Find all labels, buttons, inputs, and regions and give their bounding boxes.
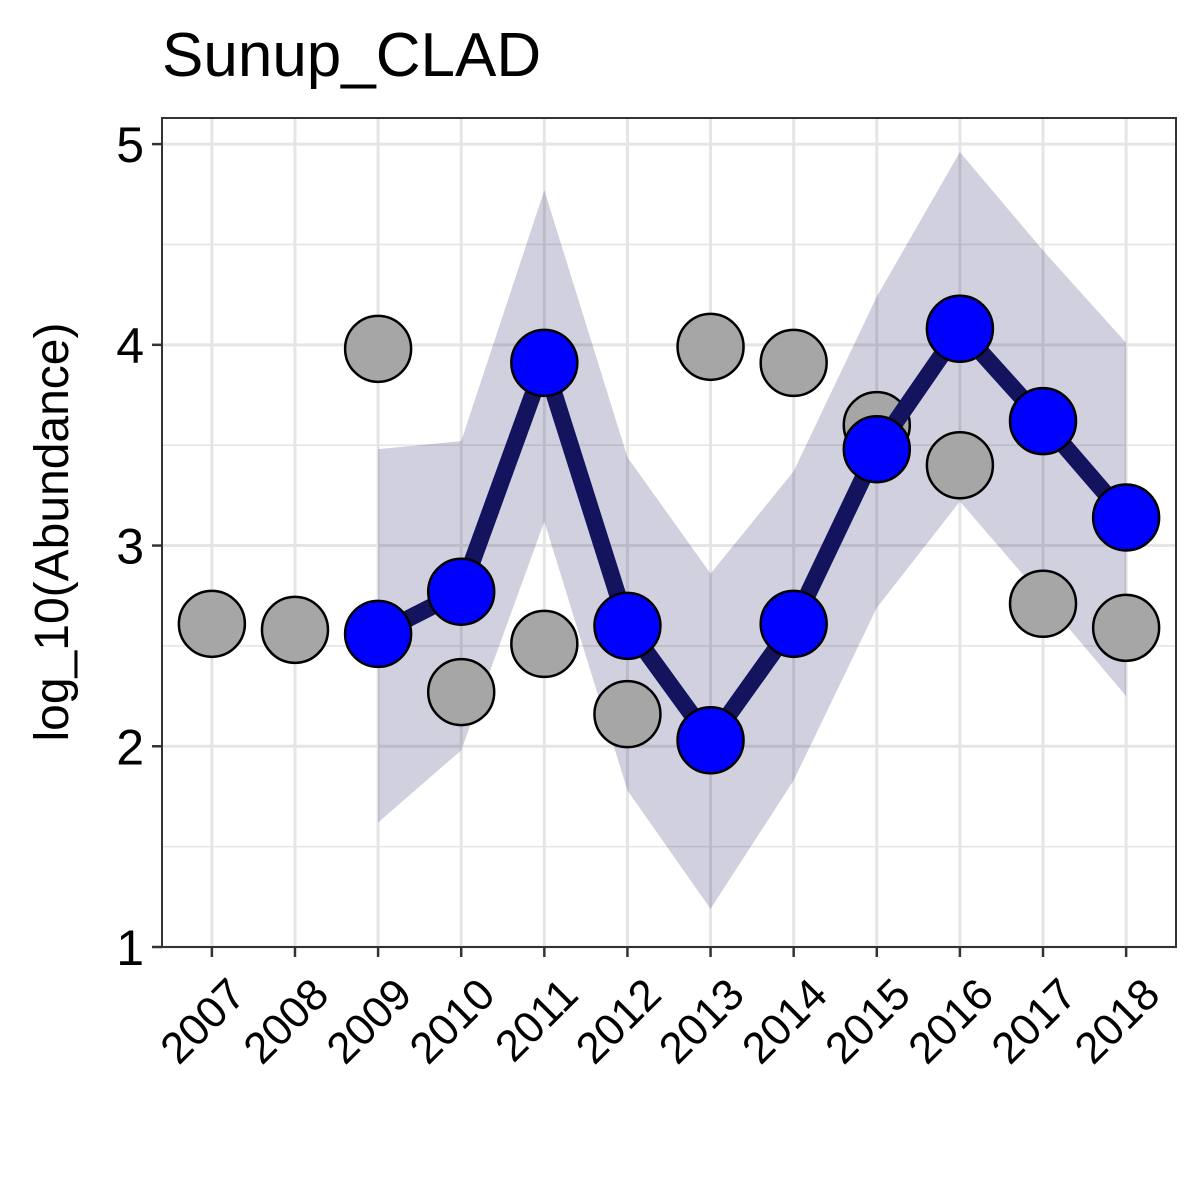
observed-point-2010: [426, 657, 496, 727]
fitted-points: [343, 294, 1161, 775]
observed-points: [177, 312, 1161, 749]
x-tick-label: 2017: [982, 969, 1086, 1073]
x-tick-label: 2009: [317, 969, 421, 1073]
observed-point-2018: [1091, 593, 1161, 663]
fitted-point-2014: [759, 589, 828, 659]
x-tick-label: 2010: [400, 969, 504, 1073]
observed-point-2016: [925, 431, 995, 500]
x-tick-label: 2015: [816, 969, 920, 1073]
x-tick-label: 2013: [650, 969, 754, 1073]
x-tick-label: 2007: [151, 969, 255, 1073]
fitted-point-2012: [593, 591, 662, 661]
chart-title: Sunup_CLAD: [162, 21, 541, 90]
y-tick-label: 3: [116, 519, 144, 575]
y-tick-label: 1: [116, 920, 144, 976]
x-tick-label: 2008: [234, 969, 338, 1073]
fitted-line: [374, 315, 1133, 755]
y-tick-label: 2: [116, 719, 144, 775]
fitted-point-2015: [842, 414, 912, 484]
observed-point-2013: [676, 312, 745, 382]
panel-border: [161, 117, 1177, 948]
x-tick-label: 2014: [733, 969, 837, 1073]
x-tick-label: 2012: [567, 969, 671, 1073]
observed-point-2009: [343, 314, 413, 384]
observed-point-2017: [1008, 569, 1078, 639]
x-tick-label: 2018: [1065, 969, 1169, 1073]
observed-point-2008: [260, 595, 330, 665]
x-tick-label: 2011: [486, 969, 588, 1071]
observed-point-2007: [177, 589, 247, 659]
y-axis-label: log_10(Abundance): [26, 323, 79, 742]
fitted-line-path: [374, 315, 1133, 755]
fitted-point-2013: [676, 706, 745, 775]
fitted-point-2011: [510, 328, 579, 398]
fitted-point-2018: [1091, 483, 1161, 552]
observed-point-2014: [759, 328, 828, 398]
gridlines: [162, 118, 1176, 949]
observed-point-2011: [510, 609, 579, 679]
fitted-point-2016: [925, 294, 995, 364]
observed-point-2012: [593, 679, 662, 749]
fitted-point-2010: [426, 557, 496, 626]
y-tick-label: 5: [116, 117, 144, 173]
fitted-point-2009: [343, 599, 413, 669]
fitted-point-2017: [1008, 386, 1078, 456]
y-tick-label: 4: [116, 318, 144, 374]
x-tick-label: 2016: [899, 969, 1003, 1073]
